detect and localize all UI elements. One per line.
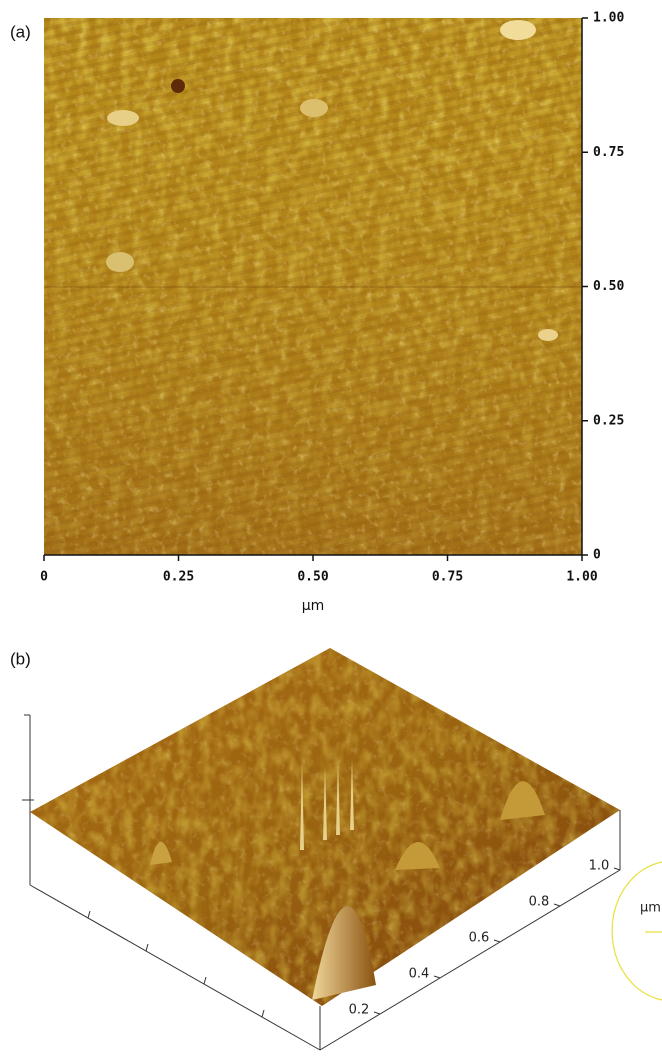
orientation-marker: [611, 861, 662, 1001]
x-tick-label: 0: [40, 570, 48, 585]
panel-label: (a): [10, 22, 31, 41]
y-tick-label: 0: [593, 548, 601, 563]
axis-tick-label: 0.8: [529, 895, 550, 910]
axis-tick: [553, 903, 561, 907]
panel-label: (b): [10, 649, 31, 668]
afm-image: [44, 18, 582, 555]
y-tick-label: 0.50: [593, 279, 624, 294]
axis-tick-label: 0.2: [349, 1003, 370, 1018]
axis-tick: [613, 867, 621, 871]
axis-tick-label: 0.4: [409, 967, 430, 982]
y-tick-label: 0.75: [593, 145, 624, 160]
x-tick-label: 0.75: [432, 570, 463, 585]
axis-unit: μm: [640, 901, 661, 916]
x-unit: μm: [302, 598, 325, 614]
y-tick-label: 1.00: [593, 11, 624, 26]
axes-3d: [22, 714, 621, 1051]
axis-tick-label: 1.0: [589, 859, 610, 874]
axis-tick: [493, 939, 501, 943]
x-tick-label: 0.25: [163, 570, 194, 585]
surface-3d: [30, 648, 620, 1006]
x-tick-label: 1.00: [566, 570, 597, 585]
axis-tick: [433, 975, 441, 979]
axis-tick-label: 0.6: [469, 931, 490, 946]
y-tick-label: 0.25: [593, 413, 624, 428]
x-tick-label: 0.50: [297, 570, 328, 585]
axis-tick: [373, 1011, 381, 1015]
